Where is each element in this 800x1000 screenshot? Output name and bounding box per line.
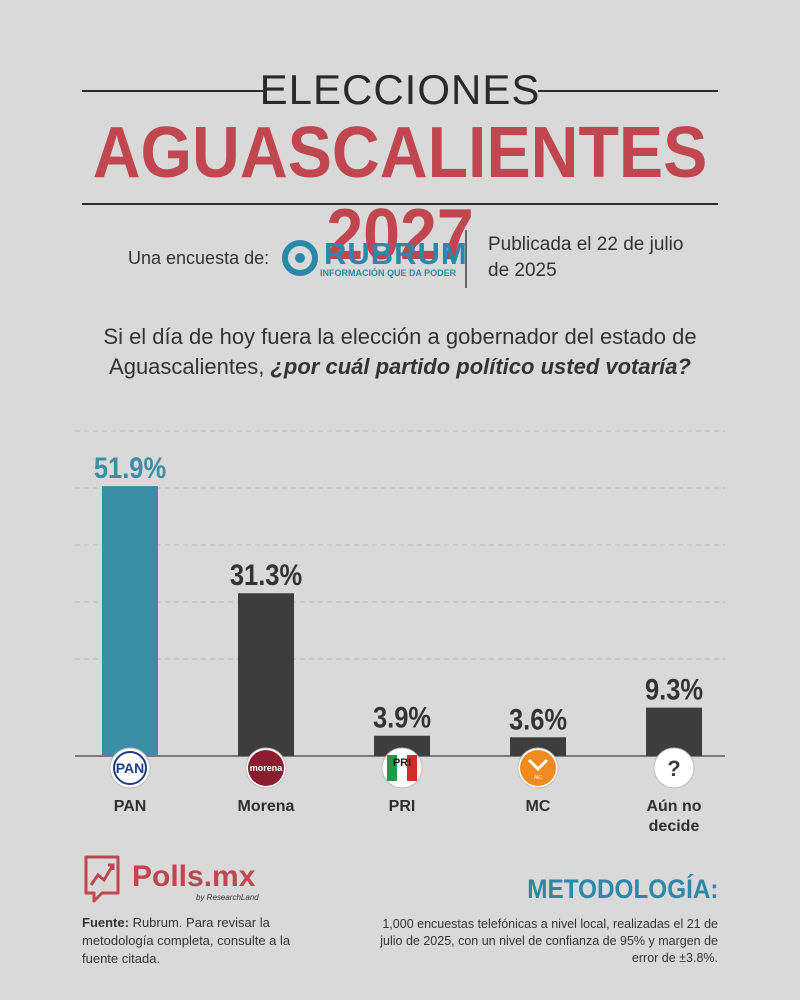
question-mark-glyph: ? [667,756,680,781]
title-big: AGUASCALIENTES 2027 [92,113,708,275]
morena-logo-icon: morena [245,747,287,789]
pri-mark: PRI [393,757,411,769]
pri-red [407,755,417,781]
question-text: Si el día de hoy fuera la elección a gob… [103,324,697,379]
pan-mark: PAN [116,760,145,776]
data-label-2: 3.9% [373,701,431,734]
source-note-label: Fuente: [82,915,129,930]
methodology-title: METODOLOGÍA: [526,874,718,904]
bar-0 [102,486,158,756]
source-note: Fuente: Rubrum. Para revisar la metodolo… [82,914,322,968]
question-mark-icon: ? [653,747,695,789]
category-label-0: PAN [114,798,147,815]
header-rule-right [538,90,718,92]
bar-1 [238,593,294,756]
pollsmx-logo-icon [84,855,120,903]
bar-3 [510,737,566,756]
pan-ring [113,751,147,785]
pan-logo-icon: PAN [109,747,151,789]
morena-disc [248,750,284,786]
category-label-3: MC [526,798,551,815]
header-rule-bottom [82,203,718,205]
category-label-4-1: decide [649,818,700,835]
pri-green [387,755,397,781]
mc-logo-icon: MC [517,747,559,789]
data-label-3: 3.6% [509,702,567,735]
pollster-tagline: INFORMACIÓN QUE DA PODER [320,268,457,278]
methodology-text: 1,000 encuestas telefónicas a nivel loca… [380,917,718,965]
category-label-4-0: Aún no [646,798,701,815]
mc-eagle [527,758,549,772]
morena-mark: morena [250,763,284,773]
data-label-4: 9.3% [645,673,703,706]
brand-sub: by ResearchLand [196,893,259,902]
bar-chart: 51.9% PAN PAN 31.3% morena Morena 3.9% PRI PRI 3.… [75,430,725,835]
header-rule-left [82,90,264,92]
bar-2 [374,735,430,756]
pri-white [397,755,407,781]
pollster-name: RUBRUM [324,236,468,271]
source-divider [465,230,467,288]
mc-mark: MC [534,775,542,781]
data-label-1: 31.3% [230,558,303,591]
category-label-2: PRI [389,798,416,815]
question-emphasis: ¿por cuál partido político usted votaría… [270,354,691,379]
source-note-text: Rubrum. Para revisar la metodología comp… [82,915,291,966]
data-label-0: 51.9% [94,451,167,484]
brand-name: Polls.mx [132,860,256,893]
rubrum-logo-icon [282,240,318,276]
survey-by-label: Una encuesta de: [128,248,270,268]
category-label-1: Morena [238,798,295,815]
pan-logo-icon-bg [109,747,151,789]
survey-question: Si el día de hoy fuera la elección a gob… [90,322,710,382]
question-mark-icon-bg [653,747,695,789]
pri-logo-icon: PRI [381,747,423,789]
published-date: Publicada el 22 de julio de 2025 [488,234,684,281]
title-small: ELECCIONES [259,66,541,113]
